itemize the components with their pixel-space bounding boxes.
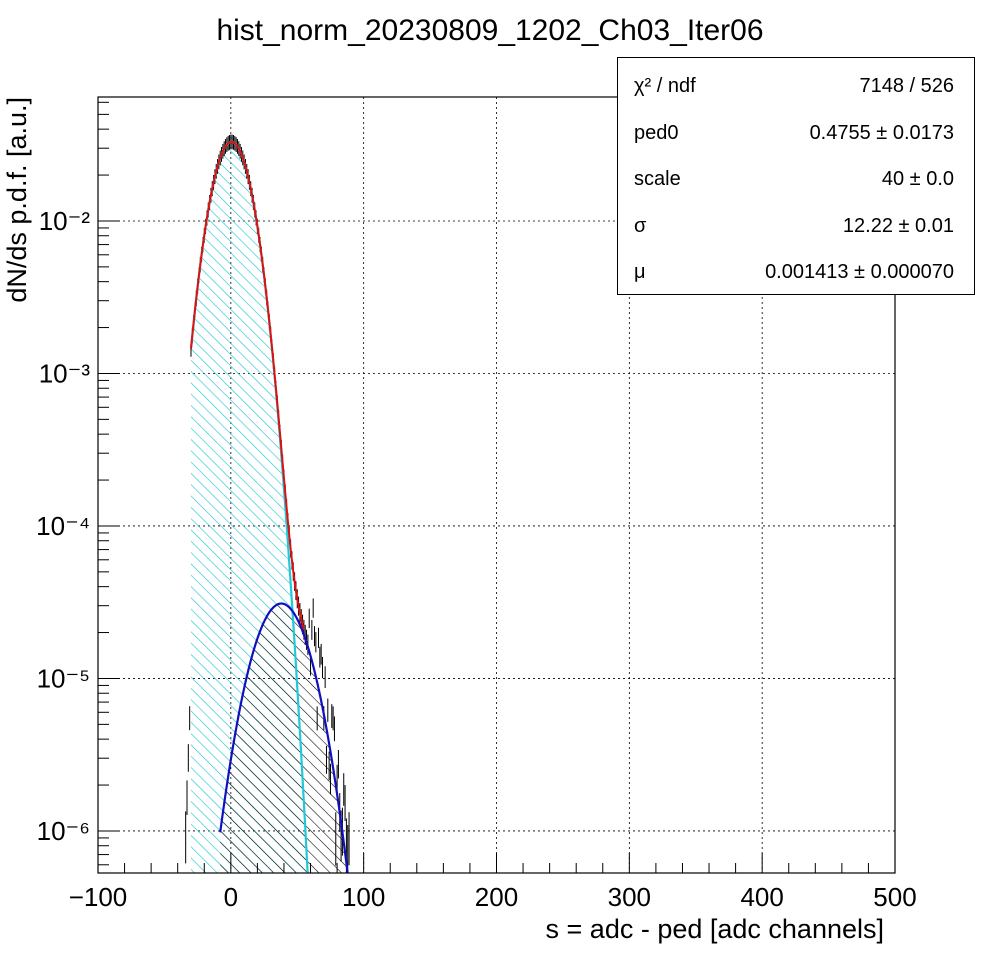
total-fit-curve: [189, 140, 305, 630]
y-tick-label: 10⁻²: [39, 206, 91, 236]
stats-value: 0.001413 ± 0.000070: [765, 261, 954, 283]
stats-value: 7148 / 526: [859, 75, 954, 97]
axes: −100 0 100 200 300 400 500 10⁻⁶ 10⁻⁵ 10⁻⁴ 10⁻³ 10⁻²: [36, 101, 917, 912]
x-tick-label: 500: [873, 882, 916, 912]
stats-row: χ² / ndf 7148 / 526: [634, 75, 954, 105]
stats-row: σ 12.22 ± 0.01: [634, 215, 954, 245]
stats-name: σ: [634, 214, 647, 237]
stats-name: χ² / ndf: [634, 75, 696, 97]
stats-row: μ 0.001413 ± 0.000070: [634, 261, 954, 291]
y-tick-label: 10⁻³: [39, 358, 91, 388]
stats-value: 0.4755 ± 0.0173: [809, 121, 954, 144]
y-tick-label: 10⁻⁴: [36, 511, 90, 541]
y-tick-label: 10⁻⁶: [37, 816, 90, 846]
x-tick-label: 0: [224, 882, 238, 912]
x-tick-label: −100: [69, 882, 128, 912]
stats-value: 12.22 ± 0.01: [842, 214, 954, 237]
stats-row: scale 40 ± 0.0: [634, 168, 954, 198]
stats-value: 40 ± 0.0: [881, 168, 954, 190]
stats-box: χ² / ndf 7148 / 526 ped0 0.4755 ± 0.0173 sca…: [617, 57, 975, 295]
y-tick-label: 10⁻⁵: [37, 663, 90, 693]
x-axis-label: s = adc - ped [adc channels]: [546, 914, 884, 944]
stats-name: ped0: [634, 121, 679, 144]
stats-name: scale: [634, 168, 681, 190]
x-tick-label: 200: [475, 882, 518, 912]
signal-fill: [220, 603, 348, 873]
x-tick-label: 300: [608, 882, 651, 912]
y-axis-label: dN/ds p.d.f. [a.u.]: [2, 97, 32, 303]
x-tick-label: 100: [342, 882, 385, 912]
x-tick-label: 400: [740, 882, 783, 912]
signal-curve: [219, 602, 349, 873]
chart-title: hist_norm_20230809_1202_Ch03_Iter06: [216, 14, 764, 47]
plot-area: [185, 134, 350, 873]
stats-row: ped0 0.4755 ± 0.0173: [634, 122, 954, 152]
stats-name: μ: [634, 261, 646, 283]
